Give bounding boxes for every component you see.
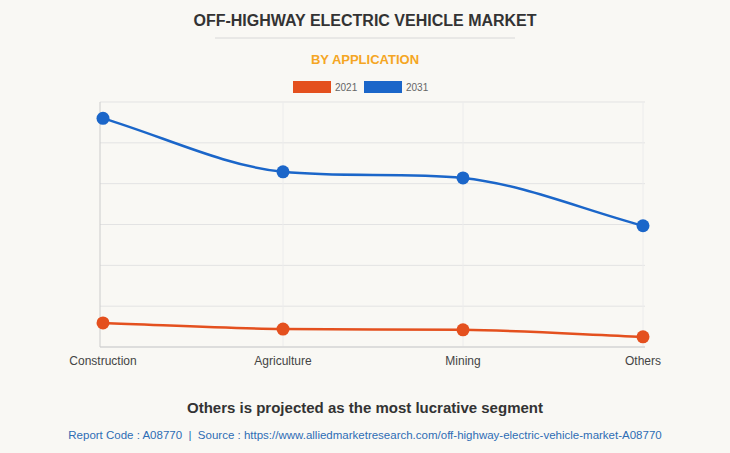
x-tick-label: Agriculture <box>254 354 312 368</box>
grid-line <box>100 224 645 225</box>
grid <box>100 102 645 347</box>
series-line <box>103 118 643 225</box>
point <box>637 330 650 343</box>
point <box>277 165 290 178</box>
legend: 2021 2031 <box>293 81 429 93</box>
vertical-grid-line <box>463 102 464 347</box>
marks <box>97 112 650 343</box>
y-axis-line <box>100 102 101 347</box>
caption: Others is projected as the most lucrativ… <box>187 399 543 416</box>
x-tick-label: Others <box>625 354 661 368</box>
point <box>637 219 650 232</box>
x-axis-line <box>100 347 645 348</box>
grid-line <box>100 306 645 307</box>
x-tick-label: Construction <box>69 354 136 368</box>
grid-line <box>100 265 645 266</box>
grid-line <box>100 347 645 348</box>
x-tick-label: Mining <box>445 354 480 368</box>
point <box>457 171 470 184</box>
grid-line <box>100 183 645 184</box>
vertical-grid-line <box>283 102 284 347</box>
legend-swatch <box>364 81 402 93</box>
subtitle: BY APPLICATION <box>311 52 419 67</box>
title-rule <box>215 38 515 39</box>
legend-label: 2021 <box>335 82 358 93</box>
point <box>97 112 110 125</box>
title: OFF-HIGHWAY ELECTRIC VEHICLE MARKET <box>193 12 536 29</box>
point <box>457 323 470 336</box>
legend-label: 2031 <box>406 82 429 93</box>
source: Report Code : A08770 | Source : https://… <box>68 429 661 441</box>
point <box>277 323 290 336</box>
legend-swatch <box>293 81 331 93</box>
point <box>97 316 110 329</box>
series-line <box>103 323 643 337</box>
grid-line <box>100 142 645 143</box>
grid-line <box>100 102 645 103</box>
